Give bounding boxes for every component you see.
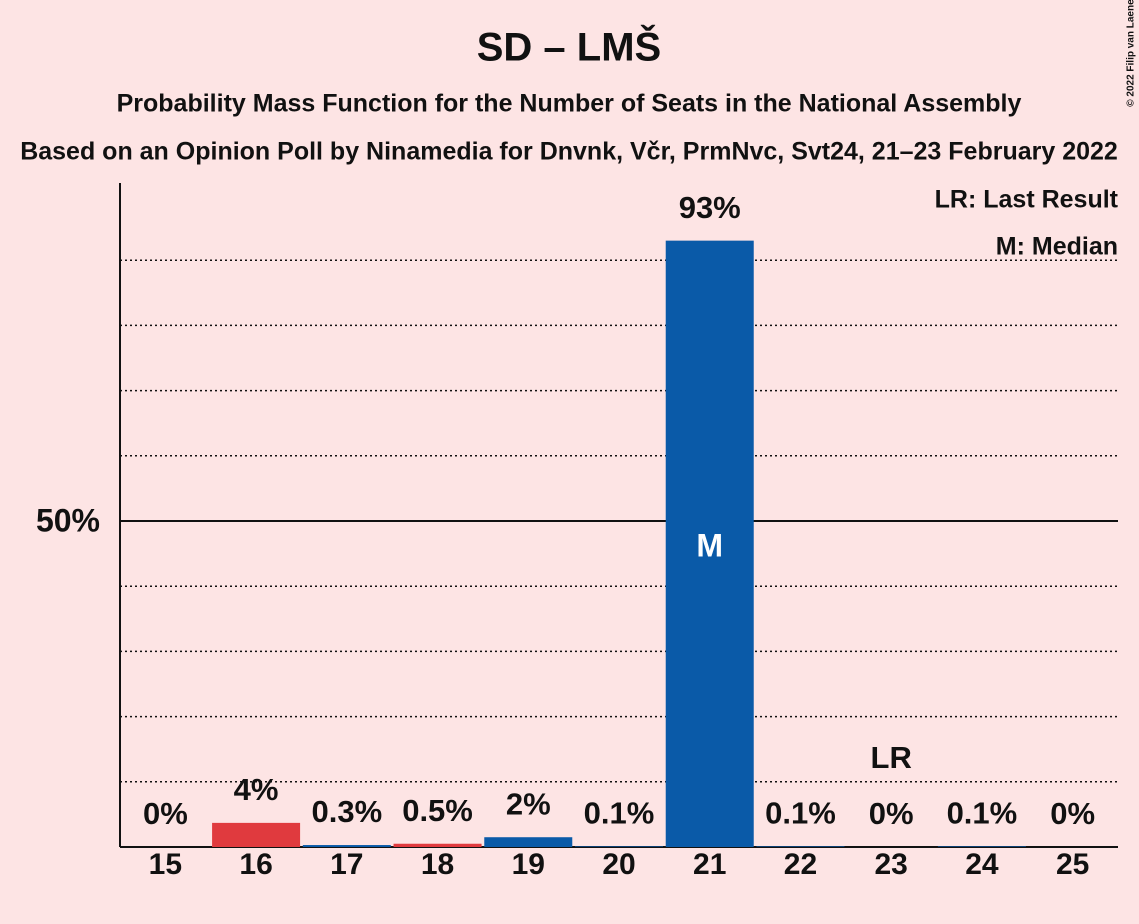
value-label: 4% [234,772,279,807]
bar [937,846,1026,847]
value-label: 0% [869,796,914,831]
y-tick-label: 50% [36,502,100,538]
x-tick-label: 15 [149,848,182,881]
legend-entry: LR: Last Result [935,186,1119,214]
legend-entry: M: Median [996,233,1118,261]
x-tick-label: 22 [784,848,817,881]
value-label: 0.5% [402,793,473,828]
value-label: 0% [143,796,188,831]
x-tick-label: 17 [330,848,363,881]
x-tick-label: 19 [512,848,545,881]
bar [302,845,391,847]
copyright: © 2022 Filip van Laenen [1126,0,1137,107]
value-label: 0.1% [947,796,1018,831]
bar [665,240,754,847]
value-label: 0.1% [765,796,836,831]
x-tick-label: 23 [874,848,907,881]
median-marker: M [696,527,723,563]
x-tick-label: 18 [421,848,454,881]
x-tick-label: 20 [602,848,635,881]
value-label: 2% [506,786,551,821]
value-label: 93% [679,190,741,225]
x-tick-label: 21 [693,848,726,881]
value-label: 0% [1050,796,1095,831]
chart-subtitle: Probability Mass Function for the Number… [117,90,1022,118]
x-tick-label: 25 [1056,848,1089,881]
bar [574,846,664,847]
bar [212,822,301,847]
chart-title: SD – LMŠ [477,24,661,70]
bar [484,837,573,847]
last-result-marker: LR [871,740,912,775]
bar [756,846,845,847]
value-label: 0.3% [311,794,382,829]
value-label: 0.1% [584,796,655,831]
x-tick-label: 16 [239,848,272,881]
x-tick-label: 24 [965,848,999,881]
chart-source: Based on an Opinion Poll by Ninamedia fo… [20,138,1118,166]
bar [393,843,482,847]
